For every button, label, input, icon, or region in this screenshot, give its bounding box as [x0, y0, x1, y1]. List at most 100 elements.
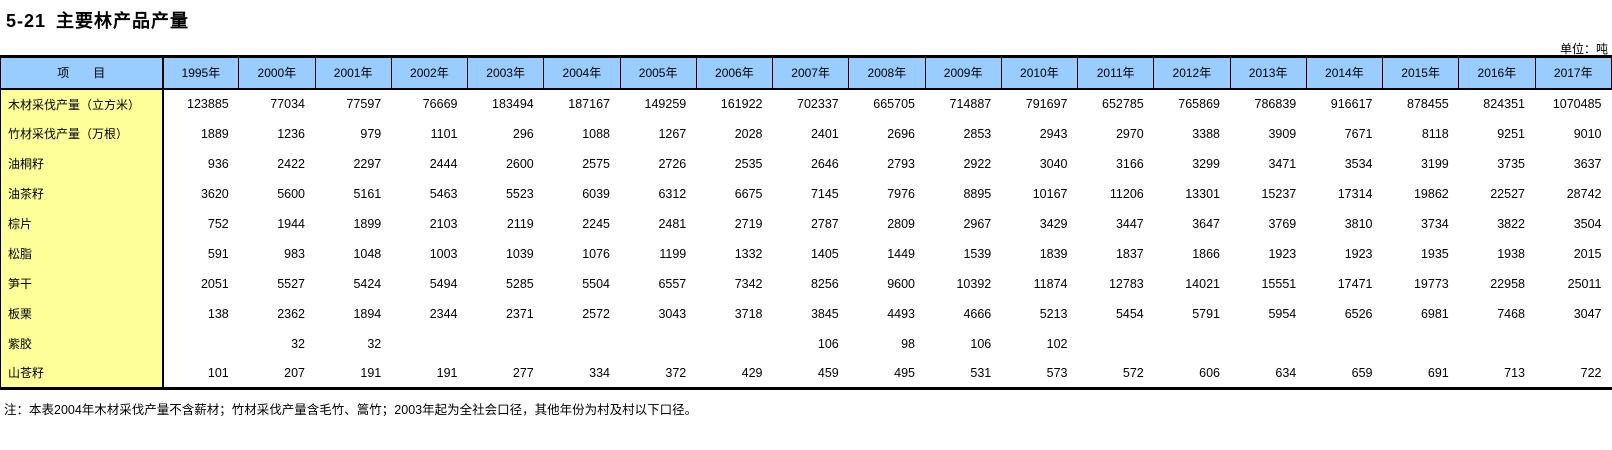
data-cell: 6557	[658, 276, 687, 291]
data-cell: 6981	[1420, 306, 1449, 321]
data-cell: 32	[291, 336, 305, 351]
data-cell: 2119	[506, 216, 534, 231]
data-cell: 2809	[887, 216, 915, 231]
data-cell: 1070485	[1552, 97, 1602, 111]
table-header-row: 项 目 1995年 2000年 2001年 2002年 2003年 2004年 2005年 20…	[0, 56, 1612, 90]
data-cell: 652785	[1102, 97, 1144, 111]
data-cell: 7342	[734, 276, 763, 291]
table-footnote: 注：本表2004年木材采伐产量不含薪材；竹材采伐产量含毛竹、篙竹；2003年起为…	[4, 403, 698, 417]
data-cell: 2103	[429, 216, 458, 231]
data-cell: 3388	[1192, 126, 1220, 141]
data-cell: 3471	[1268, 156, 1297, 171]
data-cell: 15237	[1261, 186, 1297, 201]
data-cell: 1837	[1115, 246, 1144, 261]
row-label: 紫胶	[0, 328, 164, 359]
row-label: 竹材采伐产量（万根）	[0, 118, 164, 149]
data-cell: 5213	[1039, 306, 1068, 321]
data-cell: 878455	[1407, 97, 1449, 111]
data-cell: 702337	[797, 97, 839, 111]
data-cell	[1383, 329, 1459, 359]
data-cell: 106	[817, 336, 839, 351]
data-cell: 1889	[200, 126, 229, 141]
data-cell: 1076	[582, 246, 610, 261]
data-cell: 12783	[1108, 276, 1144, 291]
data-cell: 191	[436, 365, 458, 380]
column-header-year: 2010年	[1000, 56, 1079, 90]
data-cell: 19773	[1413, 276, 1449, 291]
data-cell: 2922	[963, 156, 992, 171]
data-cell: 714887	[949, 97, 992, 111]
data-cell: 3810	[1344, 216, 1373, 231]
column-header-year: 2002年	[390, 56, 469, 90]
data-cell: 591	[207, 246, 229, 261]
data-cell: 722	[1580, 365, 1602, 380]
data-cell: 101	[207, 365, 229, 380]
data-cell: 5600	[277, 186, 305, 201]
row-label: 松脂	[0, 238, 164, 269]
data-cell: 3845	[810, 306, 839, 321]
data-cell: 606	[1199, 365, 1220, 380]
data-cell: 207	[284, 365, 305, 380]
column-header-year: 2003年	[466, 56, 545, 90]
table-row: 木材采伐产量（立方米） 123885 77034 77597 76669 183494 18…	[0, 88, 1612, 119]
column-header-year: 2014年	[1305, 56, 1384, 90]
data-cell: 7671	[1344, 126, 1373, 141]
data-cell: 17471	[1337, 276, 1373, 291]
data-cell: 3769	[1268, 216, 1297, 231]
table-row: 松脂 591 983 1048 1003 1039 1076 1199 1332 1405 1449…	[0, 238, 1612, 269]
data-cell: 1332	[734, 246, 763, 261]
data-cell: 2245	[582, 216, 610, 231]
table-row: 油桐籽 936 2422 2297 2444 2600 2575 2726 2535 2646 27…	[0, 148, 1612, 179]
data-cell: 3166	[1115, 156, 1144, 171]
data-cell: 3637	[1573, 156, 1602, 171]
data-cell: 8256	[810, 276, 839, 291]
data-cell: 7976	[887, 186, 915, 201]
data-cell	[1459, 329, 1535, 359]
data-cell: 296	[512, 126, 534, 141]
data-cell: 2051	[200, 276, 229, 291]
data-cell: 659	[1351, 365, 1373, 380]
data-cell	[391, 329, 467, 359]
data-cell: 22527	[1490, 186, 1525, 201]
data-cell: 2943	[1039, 126, 1068, 141]
data-cell: 6675	[734, 186, 763, 201]
data-cell: 123885	[187, 97, 229, 111]
data-cell: 5463	[429, 186, 458, 201]
column-header-year: 2004年	[543, 56, 621, 90]
data-cell: 1938	[1497, 246, 1525, 261]
data-cell: 791697	[1025, 97, 1068, 111]
column-header-year: 2008年	[848, 56, 926, 90]
data-cell: 765869	[1178, 97, 1220, 111]
data-cell: 1899	[353, 216, 382, 231]
data-cell: 1101	[430, 126, 458, 141]
data-cell: 1003	[429, 246, 458, 261]
data-cell: 2015	[1573, 246, 1602, 261]
data-cell: 5504	[582, 276, 610, 291]
row-label: 棕片	[0, 208, 164, 239]
column-header-year: 2009年	[924, 56, 1002, 90]
row-label: 山苍籽	[0, 358, 164, 389]
data-cell: 5527	[277, 276, 305, 291]
data-cell: 916617	[1330, 97, 1373, 111]
data-cell: 9010	[1573, 126, 1602, 141]
unit-label: 单位：吨	[1559, 42, 1608, 56]
column-header-year: 2013年	[1229, 56, 1307, 90]
table-row: 紫胶 32 32 106 98 106 102	[0, 328, 1612, 359]
data-cell	[696, 329, 772, 359]
data-cell: 495	[894, 365, 915, 380]
data-cell: 2970	[1115, 126, 1144, 141]
data-cell: 3047	[1573, 306, 1602, 321]
data-cell: 6312	[658, 186, 687, 201]
data-cell: 1088	[582, 126, 610, 141]
data-cell: 1267	[658, 126, 687, 141]
data-cell: 5791	[1192, 306, 1220, 321]
column-header-year: 2005年	[619, 56, 697, 90]
data-cell: 2726	[658, 156, 687, 171]
data-cell	[1535, 329, 1612, 359]
data-cell: 106	[970, 336, 992, 351]
data-cell: 77034	[270, 97, 305, 111]
data-cell: 4493	[887, 306, 915, 321]
data-cell: 2371	[505, 306, 534, 321]
data-cell: 1405	[810, 246, 839, 261]
data-cell: 3620	[200, 186, 229, 201]
